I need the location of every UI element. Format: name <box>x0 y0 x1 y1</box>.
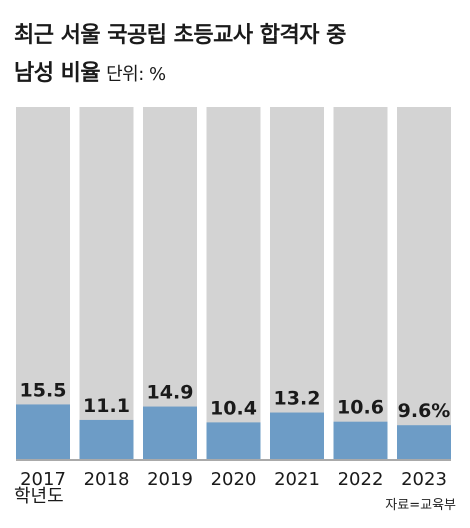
data-label: 14.9 <box>147 382 194 404</box>
bar-value <box>397 425 451 459</box>
bar-value <box>143 406 197 459</box>
x-tick-label: 2021 <box>274 469 320 490</box>
data-label: 15.5 <box>20 379 67 401</box>
data-label: 11.1 <box>83 395 130 417</box>
bar-value <box>79 419 134 459</box>
unit-label: 단위: % <box>106 64 166 85</box>
chart-title-main: 남성 비율 <box>14 61 101 86</box>
bar-background <box>79 107 134 459</box>
bar-value <box>333 421 388 459</box>
x-tick-label: 2019 <box>147 469 193 490</box>
bar-background <box>16 107 70 459</box>
data-label: 13.2 <box>274 388 321 410</box>
bar-background <box>143 107 197 459</box>
data-label: 9.6% <box>398 400 451 422</box>
bar-background <box>206 107 261 459</box>
x-axis-unit-label: 학년도 <box>14 486 64 507</box>
bar-background <box>397 107 451 459</box>
source-note: 자료=교육부 <box>385 498 456 513</box>
x-tick-label: 2023 <box>401 469 447 490</box>
x-tick-label: 2018 <box>84 469 130 490</box>
chart-title-line2: 남성 비율 단위: % <box>14 58 166 91</box>
bar-value <box>270 412 324 459</box>
data-label: 10.4 <box>210 397 257 419</box>
x-tick-label: 2017 <box>20 469 66 490</box>
bar-background <box>270 107 324 459</box>
data-label: 10.6 <box>337 397 384 419</box>
bar-background <box>333 107 388 459</box>
chart-title-line1: 최근 서울 국공립 초등교사 합격자 중 <box>14 23 346 48</box>
bar-value <box>206 422 261 459</box>
bar-value <box>16 404 70 459</box>
x-tick-label: 2020 <box>211 469 257 490</box>
x-tick-label: 2022 <box>338 469 384 490</box>
